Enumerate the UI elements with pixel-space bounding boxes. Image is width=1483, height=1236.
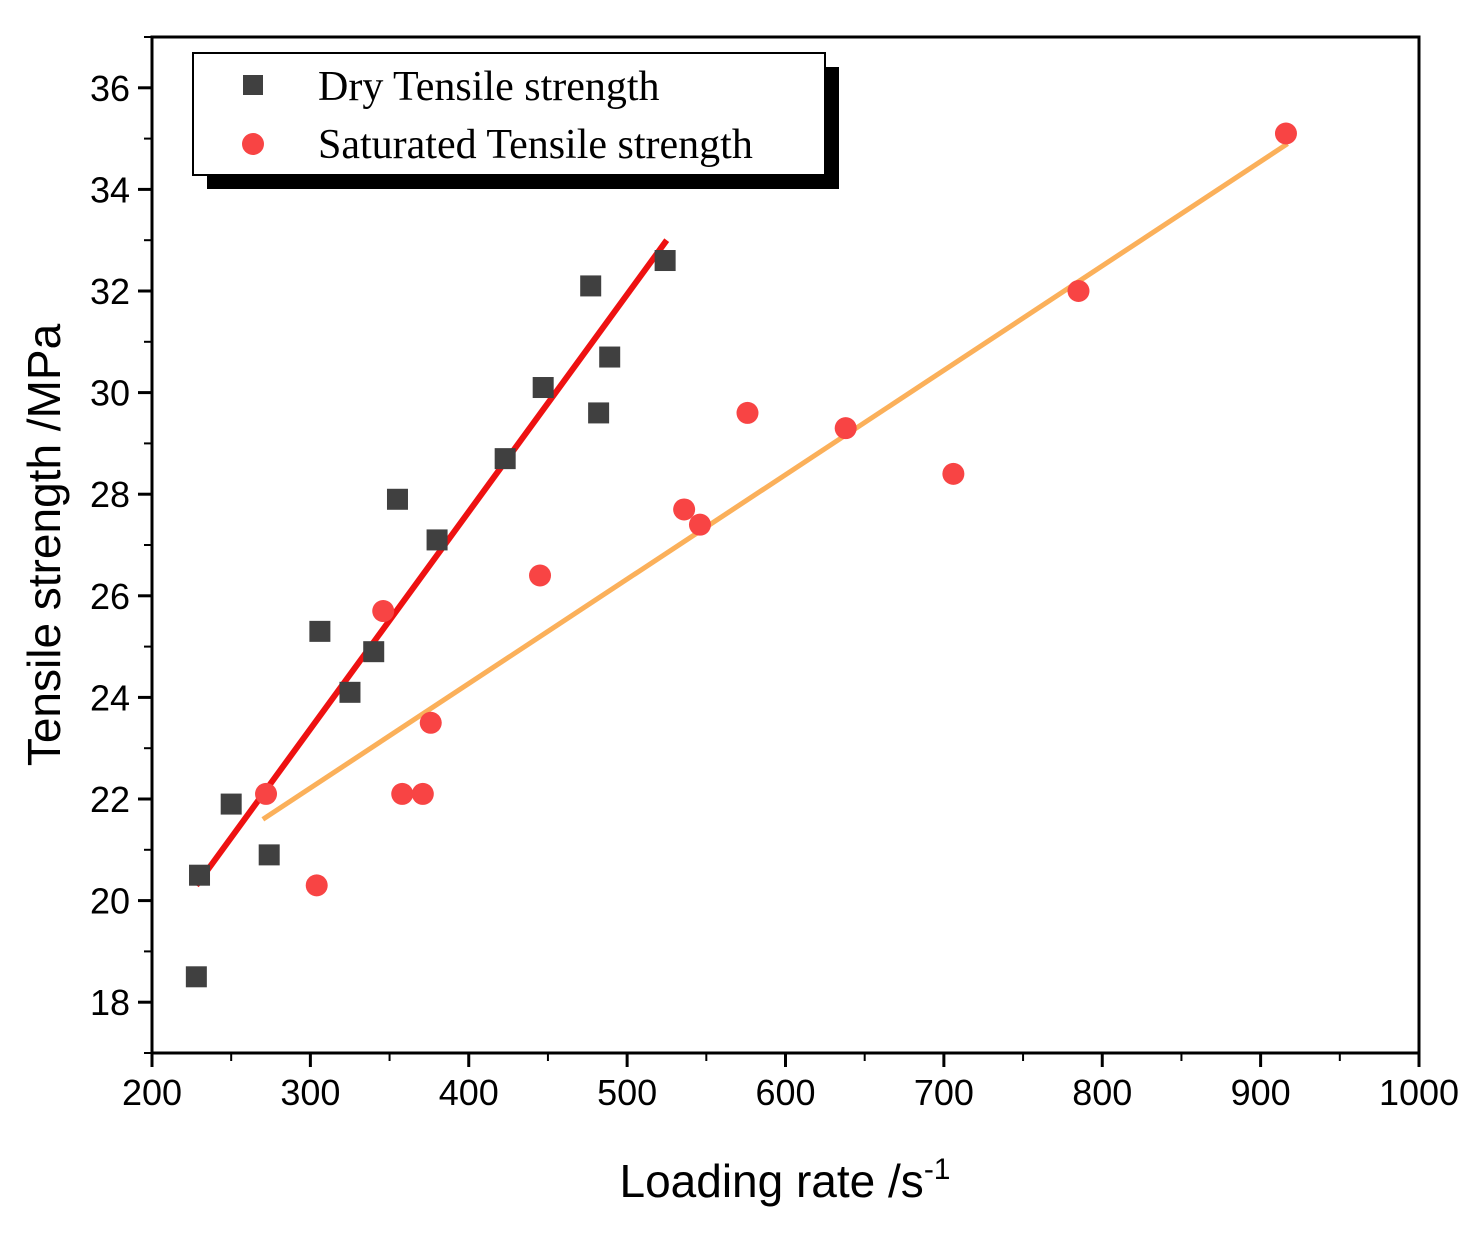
dry-point — [258, 844, 280, 866]
y-axis-title: Tensile strength /MPa — [18, 323, 70, 766]
saturated-point — [688, 513, 711, 536]
x-tick-label: 300 — [280, 1072, 340, 1113]
y-tick-label: 28 — [90, 474, 130, 515]
y-tick-label: 30 — [90, 373, 130, 414]
plot-frame — [150, 35, 1421, 1055]
y-tick-label: 18 — [90, 982, 130, 1023]
dry-point — [494, 448, 516, 470]
saturated-point — [942, 462, 965, 485]
saturated-point — [305, 874, 328, 897]
dry-point — [189, 864, 211, 886]
x-tick-label: 600 — [755, 1072, 815, 1113]
dry-point — [220, 793, 242, 815]
tick-labels: 200 300 400 500 600 700 800 900 1000 18 20 22 24 26 28… — [90, 68, 1459, 1113]
saturated-point — [673, 498, 696, 521]
major-ticks — [138, 86, 1421, 1067]
saturated-point — [1067, 280, 1090, 302]
y-tick-label: 36 — [90, 68, 130, 109]
y-tick-label: 34 — [90, 169, 130, 210]
dry-point — [363, 641, 385, 663]
legend: Dry Tensile strength Saturated Tensile s… — [192, 52, 839, 189]
fit-lines — [193, 141, 1289, 888]
saturated-point — [736, 401, 759, 424]
dry-point — [386, 488, 408, 510]
fit-line-dry — [193, 238, 670, 888]
dry-point — [588, 402, 610, 424]
legend-marker-saturated — [242, 133, 264, 155]
x-tick-label: 700 — [914, 1072, 974, 1113]
saturated-point — [255, 782, 278, 805]
legend-label-saturated: Saturated Tensile strength — [318, 122, 753, 168]
x-tick-label: 1000 — [1379, 1072, 1459, 1113]
dry-point — [309, 620, 331, 642]
y-tick-label: 32 — [90, 271, 130, 312]
saturated-point — [411, 782, 434, 805]
legend-marker-dry — [243, 75, 263, 95]
dry-point — [532, 377, 554, 399]
dry-point — [185, 966, 207, 988]
x-tick-label: 500 — [597, 1072, 657, 1113]
markers — [185, 122, 1297, 988]
legend-box — [192, 52, 826, 176]
x-axis-title: Loading rate /s-1 — [619, 1153, 950, 1207]
x-tick-label: 200 — [122, 1072, 182, 1113]
dry-point — [599, 346, 621, 368]
y-tick-label: 24 — [90, 677, 130, 718]
fit-line-saturated — [261, 141, 1289, 822]
x-axis-title-superscript: -1 — [924, 1153, 951, 1186]
y-tick-label: 20 — [90, 881, 130, 922]
saturated-point — [391, 782, 414, 805]
y-tick-label: 22 — [90, 779, 130, 820]
saturated-point — [1274, 122, 1297, 145]
dry-point — [654, 250, 676, 272]
legend-label-dry: Dry Tensile strength — [318, 64, 660, 110]
dry-point — [580, 275, 602, 297]
x-tick-label: 900 — [1231, 1072, 1291, 1113]
saturated-point — [372, 600, 395, 623]
y-tick-label: 26 — [90, 576, 130, 617]
dry-point — [426, 529, 448, 551]
minor-ticks — [144, 36, 1341, 1061]
saturated-point — [834, 417, 857, 440]
saturated-point — [529, 564, 552, 587]
dry-point — [339, 681, 361, 703]
x-axis-title-text: Loading rate /s — [619, 1155, 923, 1207]
x-tick-label: 800 — [1072, 1072, 1132, 1113]
saturated-point — [419, 711, 442, 734]
x-tick-label: 400 — [439, 1072, 499, 1113]
